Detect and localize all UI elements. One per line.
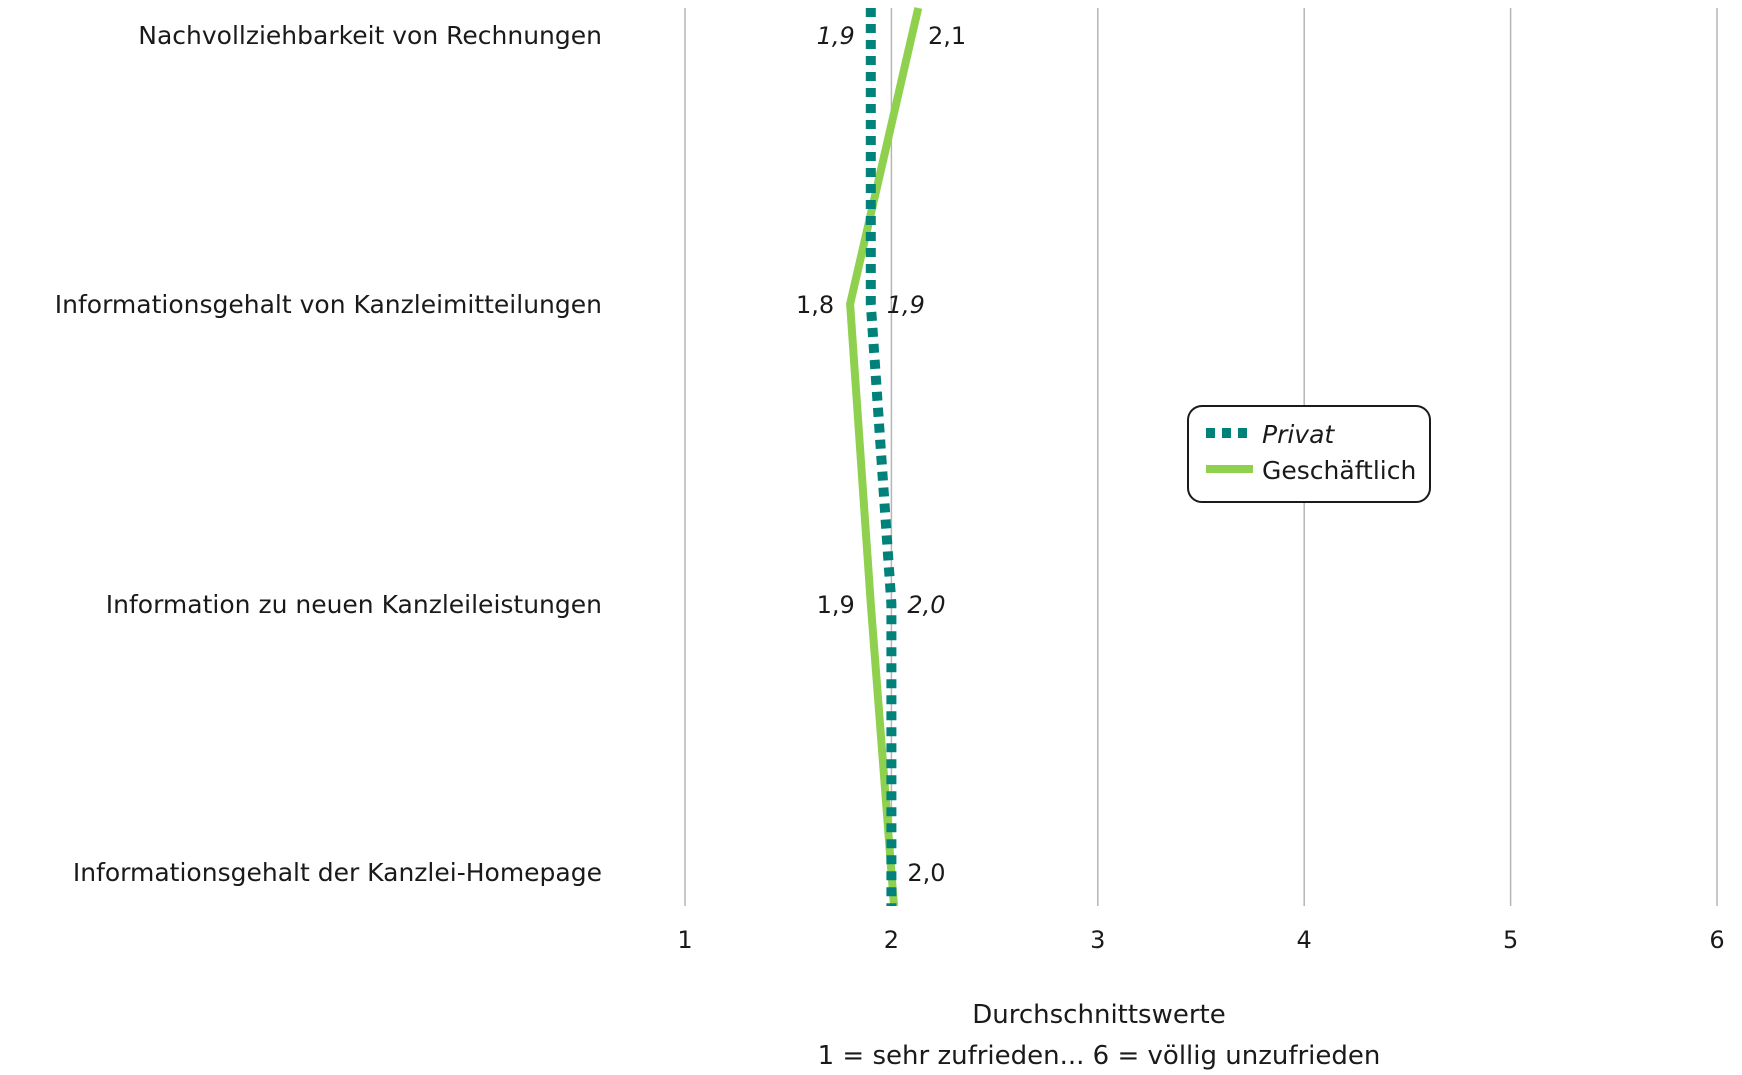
legend-label-privat: Privat	[1262, 420, 1335, 449]
legend: Privat Geschäftlich	[1187, 405, 1431, 503]
x-tick-label-5: 5	[1503, 926, 1518, 954]
legend-label-geschaeftlich: Geschäftlich	[1262, 456, 1416, 485]
category-label-3: Information zu neuen Kanzleileistungen	[106, 590, 602, 619]
category-label-4: Informationsgehalt der Kanzlei-Homepage	[73, 858, 602, 887]
category-labels: Nachvollziehbarkeit von Rechnungen Inform…	[55, 21, 602, 887]
series-line-privat	[865, 8, 897, 906]
data-point-privat-1	[870, 34, 872, 36]
category-label-2: Informationsgehalt von Kanzleimitteilung…	[55, 290, 602, 319]
data-label-privat-2: 1,9	[887, 291, 925, 319]
data-point-privat-2	[870, 303, 872, 305]
x-axis-title: Durchschnittswerte	[972, 1000, 1226, 1030]
data-point-geschaeftlich-3	[870, 603, 872, 605]
x-tick-label-2: 2	[884, 926, 899, 954]
data-label-geschaeftlich-1: 2,1	[928, 22, 966, 50]
x-tick-label-6: 6	[1709, 926, 1724, 954]
x-tick-label-1: 1	[677, 926, 692, 954]
data-label-privat-1: 1,9	[817, 22, 855, 50]
series-lines	[846, 7, 923, 907]
data-point-privat-4	[890, 871, 892, 873]
legend-box	[1187, 405, 1431, 503]
data-label-geschaeftlich-4: 2,0	[907, 859, 945, 887]
x-tick-label-3: 3	[1090, 926, 1105, 954]
data-point-geschaeftlich-2	[849, 303, 851, 305]
data-point-geschaeftlich-1	[911, 34, 913, 36]
x-tick-label-4: 4	[1297, 926, 1312, 954]
x-axis-subtitle: 1 = sehr zufrieden... 6 = völlig unzufri…	[818, 1041, 1381, 1071]
category-label-1: Nachvollziehbarkeit von Rechnungen	[138, 21, 602, 50]
data-point-privat-3	[890, 603, 892, 605]
data-label-geschaeftlich-2: 1,8	[796, 291, 834, 319]
data-label-geschaeftlich-3: 1,9	[817, 591, 855, 619]
gridlines	[684, 8, 1718, 906]
data-label-privat-3: 2,0	[907, 591, 945, 619]
x-axis-ticks: 1 2 3 4 5 6	[677, 926, 1724, 954]
data-labels: 1,9 2,1 1,9 1,8 2,0 1,9 2,0	[796, 22, 966, 887]
